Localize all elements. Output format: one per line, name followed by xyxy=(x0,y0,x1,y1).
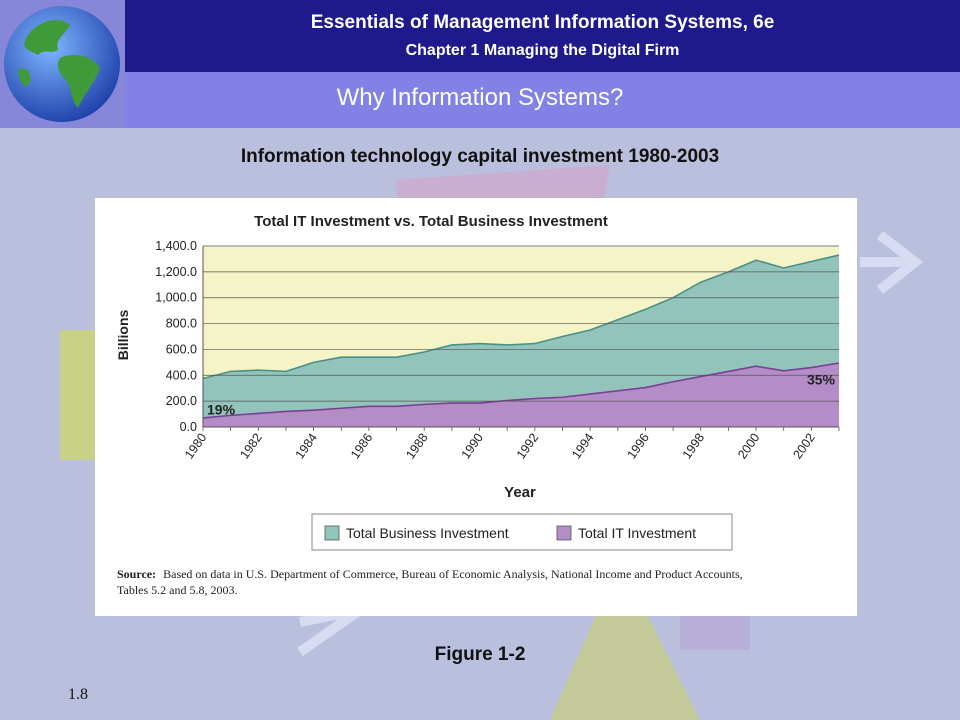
figure-caption: Figure 1-2 xyxy=(434,644,526,665)
legend: Total Business Investment Total IT Inves… xyxy=(311,513,733,551)
x-tick-label: 1986 xyxy=(348,431,375,462)
x-axis-label: Year xyxy=(504,484,536,501)
area-chart: Total IT Investment vs. Total Business I… xyxy=(115,213,840,597)
y-axis-label: Billions xyxy=(115,310,131,361)
y-tick-label: 200.0 xyxy=(166,394,197,408)
chapter-subtitle: Chapter 1 Managing the Digital Firm xyxy=(405,42,680,59)
series-line-business xyxy=(202,254,840,380)
y-tick-label: 1,400.0 xyxy=(155,239,197,253)
y-tick-label: 1,200.0 xyxy=(155,265,197,279)
source-note: Source: Based on data in U.S. Department… xyxy=(117,567,743,581)
x-tick-label: 1994 xyxy=(569,431,596,462)
x-tick-label: 1992 xyxy=(514,431,541,462)
source-label: Source: xyxy=(117,567,156,581)
y-tick-label: 600.0 xyxy=(166,342,197,356)
x-tick-label: 1988 xyxy=(403,431,430,462)
chart-heading: Information technology capital investmen… xyxy=(240,146,720,167)
globe-logo-panel xyxy=(0,0,125,128)
annotation-end-share: 35% xyxy=(807,371,836,387)
chart-panel: Total IT Investment vs. Total Business I… xyxy=(95,198,857,616)
source-text: Based on data in U.S. Department of Comm… xyxy=(163,567,743,581)
x-tick-label: 1990 xyxy=(459,431,486,462)
legend-label-business: Total Business Investment xyxy=(346,525,509,541)
slide-title: Why Information Systems? xyxy=(336,84,624,111)
x-tick-label: 1984 xyxy=(293,431,320,462)
course-title: Essentials of Management Information Sys… xyxy=(310,12,775,33)
annotation-start-share: 19% xyxy=(207,402,236,418)
series-line-it xyxy=(202,362,840,419)
legend-swatch-business xyxy=(324,525,340,541)
x-tick-label: 1980 xyxy=(182,431,209,462)
series-area-it xyxy=(203,363,839,427)
y-tick-label: 800.0 xyxy=(166,317,197,331)
y-tick-label: 400.0 xyxy=(166,368,197,382)
legend-label-it: Total IT Investment xyxy=(578,525,696,541)
source-note-line2: Tables 5.2 and 5.8, 2003. xyxy=(117,583,237,597)
y-tick-label: 0.0 xyxy=(180,420,197,434)
legend-swatch-it xyxy=(556,525,572,541)
globe-icon xyxy=(4,6,120,122)
chart-title: Total IT Investment vs. Total Business I… xyxy=(254,213,608,230)
header-bar: Essentials of Management Information Sys… xyxy=(125,0,960,72)
x-tick-label: 1998 xyxy=(680,431,707,462)
x-tick-label: 2002 xyxy=(790,431,817,462)
subheader-bar xyxy=(125,72,960,128)
y-tick-label: 1,000.0 xyxy=(155,291,197,305)
slide-number: 1.8 xyxy=(68,686,88,703)
x-tick-label: 1996 xyxy=(624,431,651,462)
x-tick-label: 2000 xyxy=(735,431,762,462)
x-tick-label: 1982 xyxy=(237,431,264,462)
